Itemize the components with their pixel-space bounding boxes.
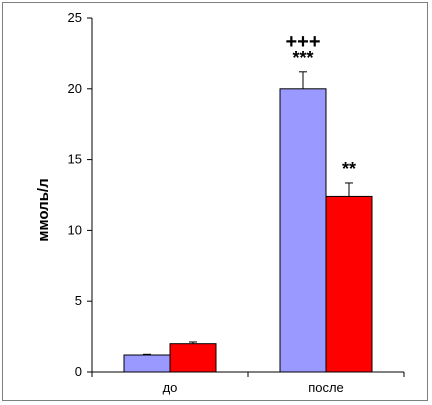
significance-annotation: ** xyxy=(342,159,356,179)
y-tick-label: 15 xyxy=(68,152,82,167)
bars xyxy=(123,71,373,373)
bar xyxy=(325,195,373,373)
y-tick-label: 0 xyxy=(75,364,82,379)
x-tick-label: до xyxy=(163,380,178,395)
significance-annotation: *** xyxy=(292,48,313,68)
y-tick-label: 20 xyxy=(68,81,82,96)
bar xyxy=(123,354,171,373)
y-tick-label: 10 xyxy=(68,222,82,237)
significance-annotation: +++ xyxy=(285,31,320,53)
y-tick-label: 25 xyxy=(68,10,82,25)
y-axis-label: ммоль/л xyxy=(35,178,52,241)
x-tick-label: после xyxy=(308,380,344,395)
y-tick-label: 5 xyxy=(75,293,82,308)
labels: 0 5 10 15 20 25 до после ***+++ ** xyxy=(68,10,356,395)
bar xyxy=(279,88,327,373)
bar xyxy=(169,343,217,373)
